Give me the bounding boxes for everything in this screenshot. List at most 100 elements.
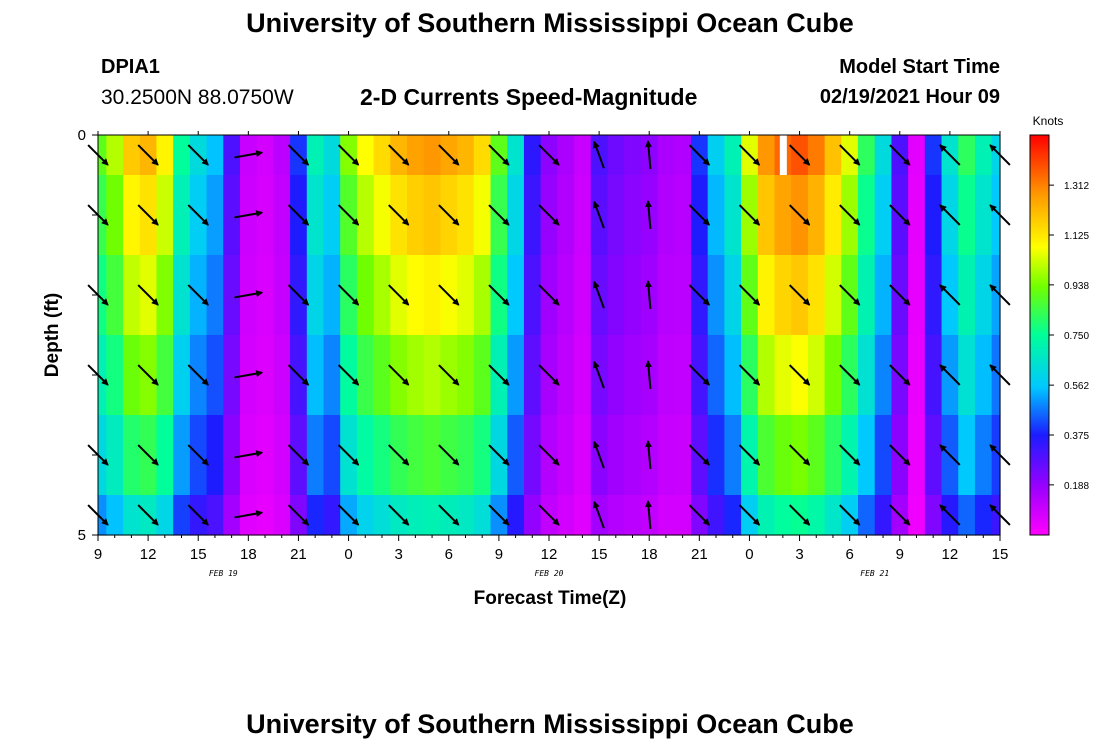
heatmap-cell [457, 135, 475, 176]
heatmap-cell [106, 175, 124, 256]
heatmap-cell [457, 415, 475, 496]
heatmap-cell [423, 135, 442, 176]
x-tick-label: 18 [240, 546, 257, 563]
velocity-arrow [488, 284, 510, 306]
heatmap-cell [173, 415, 191, 496]
heatmap-cell [908, 335, 926, 416]
velocity-arrow [187, 144, 209, 166]
colorbar [1029, 134, 1050, 536]
heatmap-cell [724, 415, 742, 496]
heatmap-cell [407, 175, 425, 256]
velocity-arrow [738, 364, 761, 386]
velocity-arrow [187, 204, 209, 226]
velocity-arrow [788, 284, 811, 306]
heatmap-cell [106, 495, 124, 536]
velocity-arrow [738, 504, 761, 526]
velocity-arrow [593, 360, 605, 389]
colorbar-tick-label: 0.188 [1064, 481, 1089, 492]
x-tick-label: 9 [495, 546, 503, 563]
station-coordinates: 30.2500N 88.0750W [101, 86, 294, 109]
heatmap-cell [674, 415, 692, 496]
heatmap-cell [774, 495, 792, 536]
colorbar-tick-label: 0.375 [1064, 431, 1089, 442]
colorbar-tick-label: 1.312 [1064, 181, 1089, 192]
velocity-arrow [287, 204, 310, 226]
heatmap-cell [774, 415, 792, 496]
velocity-arrow [688, 204, 710, 226]
heatmap-cell [323, 135, 341, 176]
velocity-arrow [939, 444, 961, 466]
heatmap-cell [774, 255, 792, 336]
date-label: FEB 21 [860, 569, 889, 578]
heatmap-cell [624, 415, 642, 496]
heatmap-cell [991, 255, 1001, 336]
heatmap-cell [574, 255, 592, 336]
heatmap-cell [156, 335, 174, 416]
heatmap-cell [607, 415, 625, 496]
heatmap-cell [173, 255, 191, 336]
heatmap-cell [507, 135, 525, 176]
heatmap-cell [824, 495, 842, 536]
heatmap-cell [106, 135, 124, 176]
heatmap-cell [206, 135, 224, 176]
heatmap-cell [557, 255, 575, 336]
heatmap-cell [373, 255, 391, 336]
heatmap-cell [507, 175, 525, 256]
velocity-arrow [234, 290, 264, 299]
heatmap-cell [574, 175, 592, 256]
heatmap-cell [874, 175, 893, 256]
heatmap-cell [557, 495, 575, 536]
heatmap-cell [674, 335, 692, 416]
heatmap-cell [356, 255, 375, 336]
velocity-arrow [593, 280, 605, 309]
heatmap-cell [991, 175, 1001, 256]
velocity-arrow [337, 444, 360, 466]
velocity-arrow [234, 510, 264, 519]
heatmap-cell [206, 175, 224, 256]
heatmap-cell [807, 255, 826, 336]
velocity-arrow [438, 364, 460, 386]
x-tick-label: 12 [942, 546, 959, 563]
heatmap-cell [807, 495, 826, 536]
velocity-arrow [593, 140, 605, 169]
heatmap-cell [273, 415, 291, 496]
heatmap-cell [373, 415, 391, 496]
heatmap-cell [373, 495, 391, 536]
heatmap-cell [707, 255, 725, 336]
heatmap-cell [98, 175, 107, 256]
x-tick-label: 15 [190, 546, 207, 563]
heatmap-cell [306, 335, 325, 416]
heatmap-cell [674, 495, 692, 536]
heatmap-cell [858, 135, 876, 176]
velocity-arrow [488, 204, 510, 226]
heatmap-cell [457, 495, 475, 536]
date-label: FEB 19 [209, 569, 238, 578]
heatmap-cell [423, 335, 442, 416]
velocity-arrow [388, 364, 410, 386]
velocity-arrow [939, 204, 961, 226]
heatmap-cell [106, 255, 124, 336]
heatmap-cell [223, 495, 241, 536]
station-id: DPIA1 [101, 56, 160, 78]
model-start-value: 02/19/2021 Hour 09 [819, 86, 1000, 108]
heatmap-cell [156, 495, 174, 536]
velocity-arrow [839, 204, 861, 226]
heatmap-cell [256, 335, 274, 416]
heatmap-cell [123, 495, 141, 536]
velocity-arrow [187, 444, 209, 466]
heatmap-cell [657, 175, 675, 256]
heatmap-cell [356, 415, 375, 496]
colorbar-tick-label: 0.750 [1064, 331, 1089, 342]
heatmap-cell [273, 335, 291, 416]
chart-title: 2-D Currents Speed-Magnitude [360, 84, 698, 110]
heatmap-cell [273, 255, 291, 336]
heatmap-cell [473, 335, 492, 416]
heatmap-cell [707, 335, 725, 416]
heatmap-cell [356, 135, 375, 176]
heatmap-cell [507, 415, 525, 496]
heatmap-cell [98, 415, 107, 496]
heatmap-cell [858, 175, 876, 256]
heatmap-cell [407, 495, 425, 536]
heatmap-cell [874, 135, 893, 176]
heatmap-cell [356, 175, 375, 256]
